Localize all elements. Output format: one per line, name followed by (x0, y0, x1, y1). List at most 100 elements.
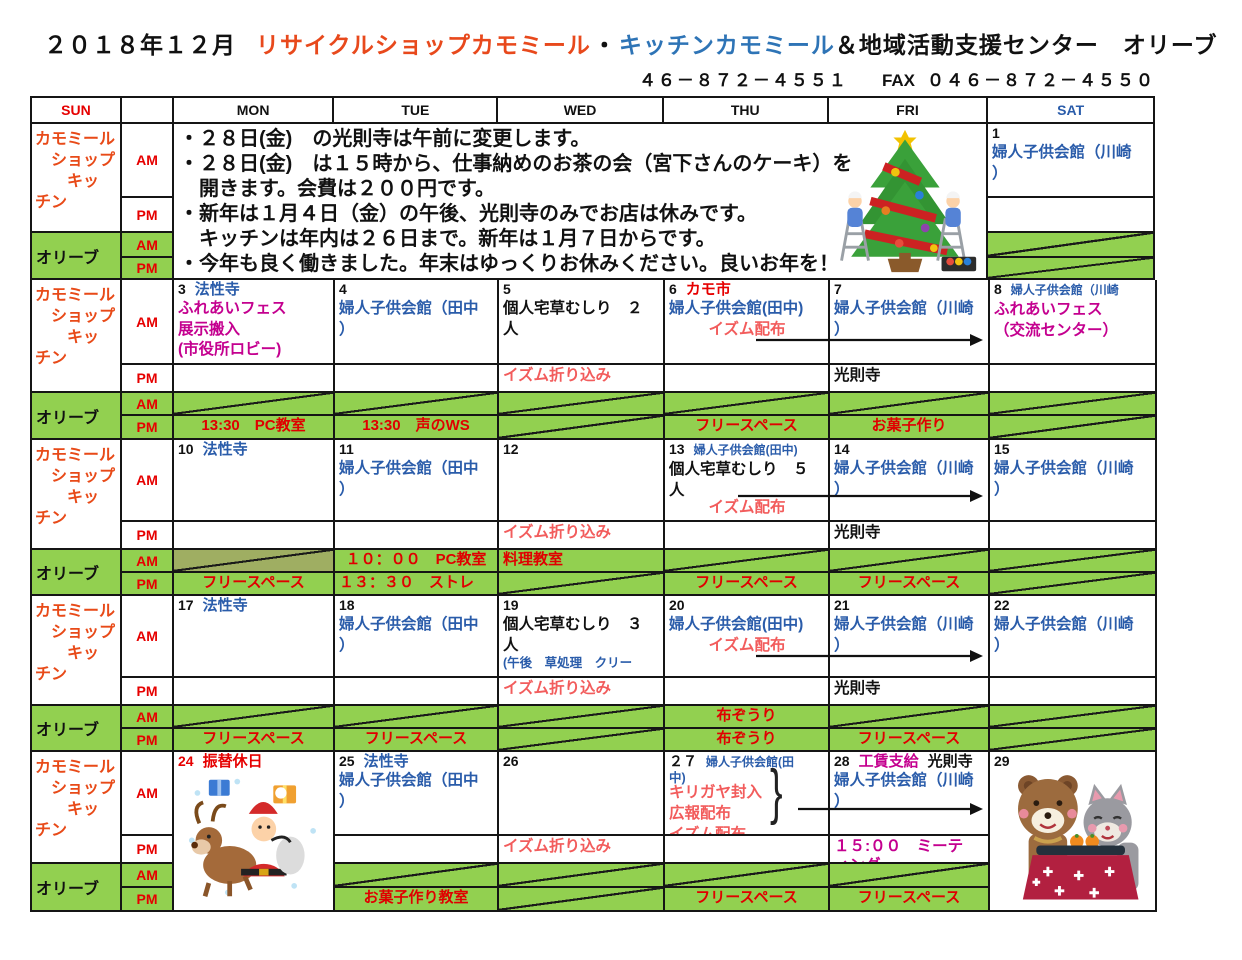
ampm-label: AM (122, 233, 174, 258)
ampm-label: PM (122, 198, 174, 233)
month-title: ２０１８年１２月 (44, 32, 236, 58)
event-text: イズム折り込み (503, 367, 612, 384)
date-number: 3 (178, 281, 186, 297)
olive-slot-crossed (830, 393, 990, 416)
date-line: 29 (990, 752, 1155, 770)
date-number: 7 (834, 281, 842, 297)
date-number: 12 (503, 441, 519, 457)
label-olive: オリーブ (32, 706, 122, 752)
day-header-THU: THU (663, 98, 829, 124)
shop-label-line: ショップ (35, 308, 116, 326)
event-text: 婦人子供会館（田中 (339, 300, 479, 317)
olive-slot: お菓子作り (830, 416, 990, 440)
day-pm-cell (335, 836, 499, 864)
title-kitchen: キッチンカモミール (618, 32, 835, 58)
title-separator: ・ (592, 32, 617, 58)
ampm-label: PM (122, 365, 174, 393)
date-line: 4 (335, 280, 497, 298)
olive-activity-text: フリースペース (202, 574, 305, 591)
shop-label-line: カモミール (35, 131, 116, 148)
day-pm-cell (990, 522, 1157, 550)
date-number: 1 (992, 125, 1000, 141)
day-cell-28: 28 工賃支給 光則寺 婦人子供会館（川崎 ） (830, 752, 990, 836)
date-note: 法性寺 (194, 281, 240, 298)
day-cell-21: 21 婦人子供会館（川崎 ） (830, 596, 990, 678)
day-cell-4: 4 婦人子供会館（田中 ） (335, 280, 499, 365)
date-number: 29 (994, 753, 1010, 769)
date-note: 工賃支給 (858, 753, 919, 770)
day-pm-cell (990, 678, 1157, 706)
notice-line: ・２８日(金) の光則寺は午前に変更します。 (179, 128, 591, 150)
day-column: 10 法性寺 フリースペース (174, 440, 335, 596)
olive-activity-text: フリースペース (695, 574, 798, 591)
event-text: ） (992, 165, 1008, 182)
shop-label-line: カモミール (35, 287, 116, 304)
label-olive: オリーブ (32, 393, 122, 440)
day-cell-3: 3 法性寺 ふれあいフェス 展示搬入 (市役所ロビー) (174, 280, 335, 365)
date-number: 20 (669, 597, 685, 613)
day-pm-cell (988, 198, 1155, 233)
event-text: 婦人子供会館（川崎 (834, 300, 974, 317)
event-text: 婦人子供会館（川崎 (992, 144, 1132, 161)
event-text: 光則寺 (834, 524, 881, 541)
bear-cat-kotatsu-illustration (1016, 773, 1141, 902)
date-line: 5 (499, 280, 663, 298)
day-cell-25: 25 法性寺 婦人子供会館（田中 ） (335, 752, 499, 836)
shop-label-line: ショップ (35, 780, 116, 798)
label-olive: オリーブ (32, 864, 122, 912)
olive-activity-text: お菓子作り教室 (363, 889, 469, 906)
ampm-label: AM (122, 280, 174, 365)
event-text: ） (339, 637, 355, 654)
notice-cell: ・２８日(金) の光則寺は午前に変更します。 ・２８日(金) は１５時から、仕事納… (174, 124, 988, 280)
day-pm-cell (335, 678, 499, 706)
date-number: 11 (339, 441, 354, 457)
day-column: 12 イズム折り込み 料理教室 (499, 440, 665, 596)
event-text: 婦人子供会館（川崎 (834, 772, 974, 789)
event-text: 婦人子供会館(田中) (669, 616, 804, 633)
olive-slot: 料理教室 (499, 550, 665, 573)
olive-slot-crossed (830, 706, 990, 729)
event-text: 広報配布 (669, 805, 732, 822)
date-number: 26 (503, 753, 519, 769)
date-line: 22 (990, 596, 1155, 614)
event-text: 光則寺 (834, 680, 881, 697)
event-text: ） (339, 481, 355, 498)
event-text: 光則寺 (834, 367, 881, 384)
day-pm-cell (174, 678, 335, 706)
date-line: 7 (830, 280, 988, 298)
event-text: 婦人子供会館（川崎 (994, 460, 1134, 477)
label-chamomile-shop-kitchen: カモミール ショップ キッ チン (32, 280, 122, 393)
ampm-label: PM (122, 258, 174, 280)
olive-slot-crossed (335, 393, 499, 416)
date-number: ２７ (669, 753, 697, 769)
olive-activity-text: フリースペース (857, 574, 961, 591)
event-text: 婦人子供会館（川崎 (834, 460, 974, 477)
day-cell-17: 17 法性寺 (174, 596, 335, 678)
olive-slot-crossed (830, 864, 990, 888)
day-column: 7 婦人子供会館（川崎 ） 光則寺お菓子作り (830, 280, 990, 440)
day-column: 26 イズム折り込み (499, 752, 665, 912)
olive-slot-crossed (499, 416, 665, 440)
week-row-4: カモミール ショップ キッ チン オリーブ AM PM AM PM 17 法性寺 フリースペース 1… (32, 596, 1157, 752)
ampm-label: AM (122, 752, 174, 836)
title-olive-center: ＆地域活動支援センター オリーブ (834, 32, 1218, 58)
event-text: イズム配布 (708, 321, 786, 338)
day-cell-２７: ２７ 婦人子供会館(田 中) キリガヤ封入 広報配布 イズム配布 (665, 752, 830, 836)
date-note: 光則寺 (927, 753, 973, 770)
day-header-SUN: SUN (32, 98, 122, 124)
ampm-label-column: AM PM AM PM (122, 280, 174, 440)
event-text: 婦人子供会館（川崎 (994, 616, 1134, 633)
day-pm-cell (174, 365, 335, 393)
page-title: ２０１８年１２月 リサイクルショップカモミール・キッチンカモミール＆地域活動支援セ… (44, 26, 1217, 60)
date-line: 21 (830, 596, 988, 614)
event-text: キリガヤ封入 (669, 784, 763, 801)
day-column: 1 婦人子供会館（川崎 ） (988, 124, 1155, 280)
event-text: ） (834, 321, 850, 338)
date-line: 28 工賃支給 光則寺 (830, 752, 988, 770)
notice-line: ・新年は１月４日（金）の午後、光則寺のみでお店は休みです。 (179, 203, 757, 225)
day-column: 17 法性寺 フリースペース (174, 596, 335, 752)
event-text: 個人宅草むしり ３ (503, 616, 643, 633)
olive-slot: 布ぞうり (665, 729, 830, 752)
day-cell-13: 13 婦人子供会館(田中) 個人宅草むしり ５ 人イズム配布 (665, 440, 830, 522)
